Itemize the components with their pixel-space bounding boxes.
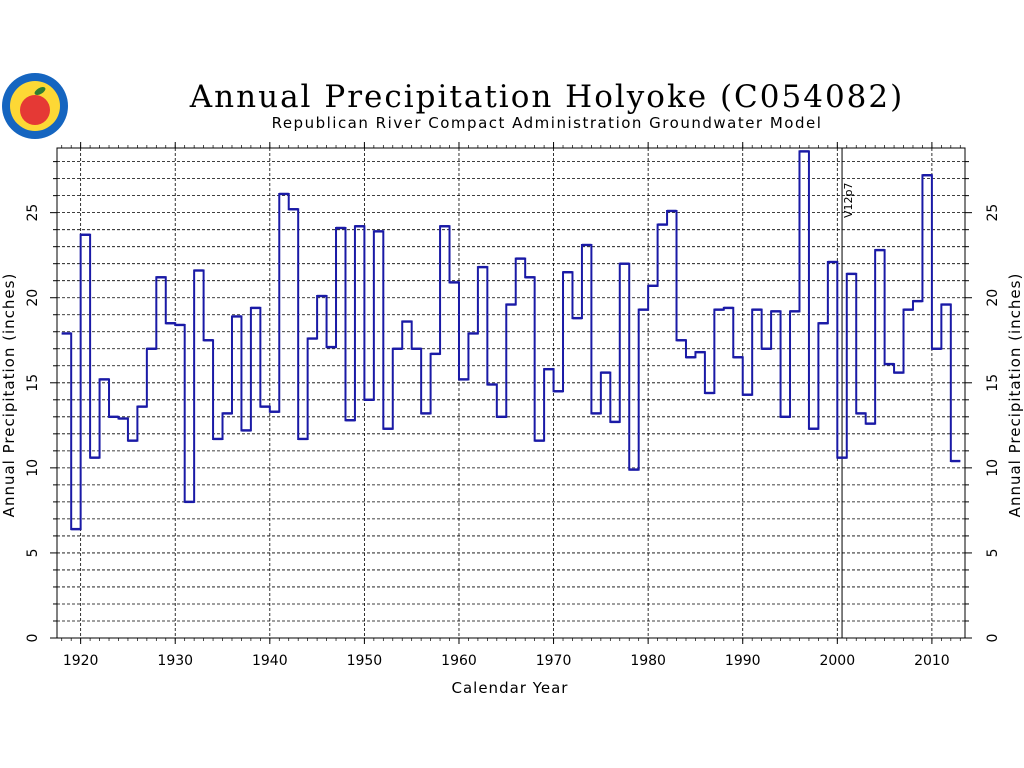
x-tick-label: 1980 xyxy=(630,653,666,669)
y-tick-label-right: 10 xyxy=(985,459,1001,477)
y-tick-label-left: 0 xyxy=(25,634,41,643)
y-tick-label-left: 20 xyxy=(25,289,41,307)
horizontal-gridlines xyxy=(57,161,965,622)
precipitation-series-line xyxy=(61,150,961,531)
axis-ticks: 1920 1930 1940 1950 1960 1970 1980 1990 2000 2010… xyxy=(25,142,1001,669)
y-axis-label-right: Annual Precipitation (inches) xyxy=(1006,273,1024,518)
y-axis-label-left: Annual Precipitation (inches) xyxy=(0,273,18,518)
y-tick-label-right: 25 xyxy=(985,204,1001,222)
x-tick-label: 1930 xyxy=(157,653,193,669)
x-tick-label: 1990 xyxy=(725,653,761,669)
chart-subtitle: Republican River Compact Administration … xyxy=(272,114,823,132)
x-tick-label: 1960 xyxy=(441,653,477,669)
model-version-marker: V12p7 xyxy=(841,148,855,638)
y-tick-label-left: 15 xyxy=(25,374,41,392)
x-tick-label: 2010 xyxy=(914,653,950,669)
y-tick-label-right: 20 xyxy=(985,289,1001,307)
y-tick-label-right: 0 xyxy=(985,634,1001,643)
x-tick-label: 2000 xyxy=(819,653,855,669)
leaf-icon xyxy=(34,87,46,95)
y-tick-label-left: 25 xyxy=(25,204,41,222)
x-tick-label: 1970 xyxy=(536,653,572,669)
plot-frame xyxy=(56,147,966,639)
y-tick-label-left: 10 xyxy=(25,459,41,477)
x-tick-label: 1950 xyxy=(347,653,383,669)
y-tick-label-right: 5 xyxy=(985,548,1001,557)
y-tick-label-left: 5 xyxy=(25,548,41,557)
x-axis-label: Calendar Year xyxy=(452,679,569,697)
agency-logo xyxy=(2,73,68,139)
y-tick-label-right: 15 xyxy=(985,374,1001,392)
x-tick-label: 1920 xyxy=(63,653,99,669)
apple-icon xyxy=(20,95,50,125)
model-version-label: V12p7 xyxy=(842,182,855,218)
chart-title: Annual Precipitation Holyoke (C054082) xyxy=(189,79,904,115)
x-tick-label: 1940 xyxy=(252,653,288,669)
year-value-marks xyxy=(61,150,961,531)
